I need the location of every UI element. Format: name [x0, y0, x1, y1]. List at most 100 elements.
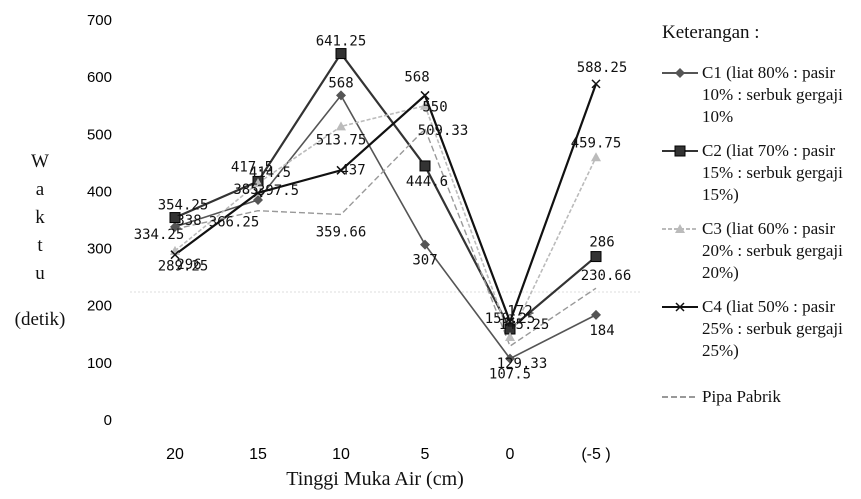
data-point-marker	[591, 152, 601, 162]
legend-swatch	[662, 145, 698, 157]
data-point-marker	[336, 121, 346, 131]
series-line-c4	[174, 83, 598, 325]
data-label: 159.25	[485, 311, 536, 327]
legend-marker	[675, 224, 685, 233]
y-tick-label: 400	[87, 183, 112, 200]
y-axis-label-letter: k	[35, 207, 45, 228]
legend-label-line: C2 (liat 70% : pasir	[702, 141, 836, 160]
x-tick-label: 10	[332, 446, 350, 463]
data-label: 444.6	[406, 174, 448, 190]
y-axis-unit: (detik)	[14, 309, 66, 330]
x-tick-label: 0	[506, 446, 515, 463]
data-label: 385	[233, 182, 258, 198]
x-tick-label: 20	[166, 446, 184, 463]
legend-swatch	[662, 68, 698, 78]
data-label: 397.5	[257, 183, 299, 199]
legend-label-line: 25% : serbuk gergaji	[702, 319, 843, 338]
data-label: 641.25	[316, 34, 367, 50]
data-point-marker	[505, 353, 515, 364]
data-label: 184	[589, 323, 614, 339]
y-axis-label-letter: t	[37, 235, 43, 256]
data-point-marker	[420, 90, 430, 100]
data-point-marker	[505, 317, 515, 327]
legend-title: Keterangan :	[662, 22, 760, 43]
data-point-marker	[253, 188, 263, 198]
data-label: 145.25	[499, 317, 550, 333]
legend-marker	[675, 68, 685, 78]
data-label: 107.5	[489, 367, 531, 383]
y-tick-label: 300	[87, 241, 112, 258]
data-label: 359.66	[316, 224, 367, 240]
legend-label-line: 15%)	[702, 185, 739, 204]
data-label: 296	[176, 257, 201, 273]
data-label: 307	[412, 253, 437, 269]
data-point-marker	[253, 195, 263, 205]
data-point-marker	[420, 239, 430, 250]
data-label: 459.75	[571, 135, 622, 151]
data-point-marker	[170, 250, 180, 260]
y-tick-label: 200	[87, 298, 112, 315]
data-label: 414.5	[249, 165, 291, 181]
data-label: 550	[422, 100, 447, 116]
legend-label-line: 10%	[702, 107, 734, 126]
data-label: 509.33	[418, 123, 469, 139]
data-label: 568	[328, 75, 353, 91]
series-line-c3	[174, 104, 597, 340]
y-tick-label: 100	[87, 355, 112, 372]
data-label: 129.33	[497, 356, 548, 372]
data-point-marker	[505, 332, 515, 341]
data-label: 230.66	[581, 268, 632, 284]
data-label: 417.5	[231, 159, 273, 175]
data-label: 354.25	[158, 198, 209, 214]
data-label: 437	[340, 162, 365, 178]
data-label: 286	[589, 235, 614, 251]
data-point-marker	[335, 48, 347, 60]
legend-label-line: 10% : serbuk gergaji	[702, 85, 843, 104]
data-label: 513.75	[316, 132, 367, 148]
legend-label: C3 (liat 60% : pasir 20% : serbuk gergaji…	[702, 218, 861, 284]
x-tick-label: (-5 )	[581, 446, 610, 463]
legend-label: Pipa Pabrik	[702, 386, 861, 408]
y-tick-label: 500	[87, 126, 112, 143]
x-tick-labels: 20 15 10 5 0 (-5 )	[166, 446, 611, 463]
legend-label-line: 15% : serbuk gergaji	[702, 163, 843, 182]
y-tick-label: 700	[87, 12, 112, 29]
legend-label-line: 25%)	[702, 341, 739, 360]
legend-marker	[675, 302, 685, 312]
data-point-marker	[591, 79, 601, 89]
data-point-marker	[336, 90, 346, 101]
legend-label-line: C3 (liat 60% : pasir	[702, 219, 836, 238]
data-point-marker	[336, 165, 346, 175]
data-point-marker	[253, 178, 263, 188]
series-lines	[174, 51, 598, 360]
data-point-marker	[420, 100, 430, 110]
series-markers	[169, 48, 602, 364]
legend-swatch	[662, 302, 698, 312]
y-tick-label: 600	[87, 69, 112, 86]
x-axis-title: Tinggi Muka Air (cm)	[286, 468, 464, 490]
legend-label-line: 20% : serbuk gergaji	[702, 241, 843, 260]
data-label: 172	[507, 304, 532, 320]
data-point-marker	[590, 251, 602, 263]
data-label: 366.25	[209, 215, 260, 231]
y-axis-label-letter: W	[31, 151, 49, 172]
data-point-marker	[591, 309, 601, 320]
data-labels: 338 385 568 307 107.5 184 354.25 417.5 641.25 444…	[134, 34, 632, 383]
y-tick-labels: 0 100 200 300 400 500 600 700	[87, 12, 112, 429]
legend-label: C1 (liat 80% : pasir 10% : serbuk gergaji…	[702, 62, 861, 128]
legend-label-line: C1 (liat 80% : pasir	[702, 63, 836, 82]
x-tick-label: 15	[249, 446, 267, 463]
series-line-pipa	[174, 127, 597, 348]
x-tick-label: 5	[421, 446, 430, 463]
legend-swatch	[662, 396, 698, 398]
legend-swatch	[662, 224, 698, 233]
data-point-marker	[170, 221, 180, 232]
legend-label-line: C4 (liat 50% : pasir	[702, 297, 836, 316]
legend-label: C2 (liat 70% : pasir 15% : serbuk gergaji…	[702, 140, 861, 206]
series-line-c2	[174, 51, 597, 331]
data-label: 588.25	[577, 60, 628, 76]
y-axis-label-letter: u	[35, 263, 45, 284]
legend-label: C4 (liat 50% : pasir 25% : serbuk gergaji…	[702, 296, 861, 362]
data-label: 289.25	[158, 259, 209, 275]
